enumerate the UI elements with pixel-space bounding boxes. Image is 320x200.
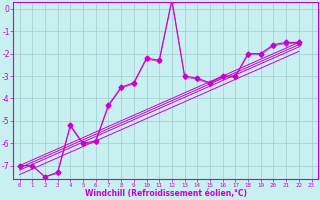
X-axis label: Windchill (Refroidissement éolien,°C): Windchill (Refroidissement éolien,°C) [84,189,246,198]
